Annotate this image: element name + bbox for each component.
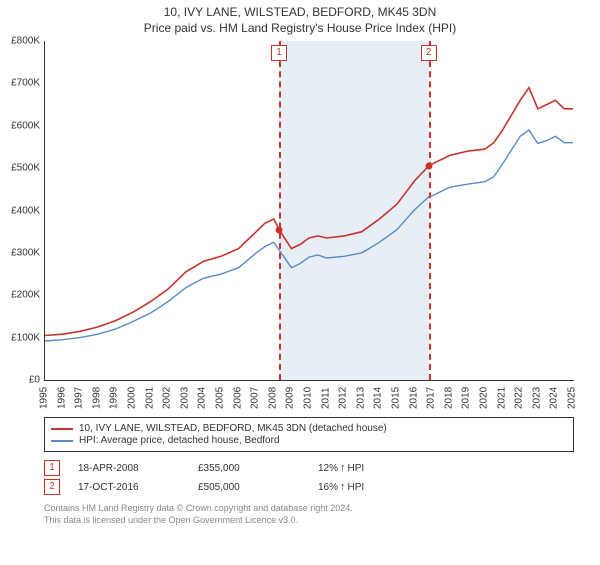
sale-vline [429, 41, 431, 380]
sale-trend-pct: 16% [318, 482, 338, 493]
sale-trend-label: HPI [348, 482, 365, 493]
x-tick-label: 2016 [408, 387, 419, 409]
x-tick-label: 1997 [74, 387, 85, 409]
x-tick-label: 2024 [549, 387, 560, 409]
x-tick-label: 1999 [109, 387, 120, 409]
sale-index-box: 1 [44, 460, 60, 476]
legend-item: HPI: Average price, detached house, Bedf… [51, 435, 567, 446]
x-tick-label: 1998 [91, 387, 102, 409]
x-tick-label: 2002 [162, 387, 173, 409]
x-axis: 1995199619971998199920002001200220032004… [44, 381, 574, 421]
footnote-line: Contains HM Land Registry data © Crown c… [44, 503, 574, 515]
x-tick-label: 2007 [250, 387, 261, 409]
legend-label: 10, IVY LANE, WILSTEAD, BEDFORD, MK45 3D… [79, 423, 387, 434]
sale-price: £505,000 [198, 482, 318, 493]
plot-area: 12 [44, 41, 574, 381]
arrow-up-icon: ↑ [340, 481, 346, 493]
x-tick-label: 2013 [355, 387, 366, 409]
sale-marker: 2 [421, 45, 437, 61]
x-tick-label: 2025 [567, 387, 578, 409]
y-tick-label: £700K [0, 78, 40, 89]
y-tick-label: £200K [0, 290, 40, 301]
arrow-up-icon: ↑ [340, 462, 346, 474]
x-tick-label: 2009 [285, 387, 296, 409]
x-tick-label: 2014 [373, 387, 384, 409]
series-line [45, 130, 573, 341]
legend-item: 10, IVY LANE, WILSTEAD, BEDFORD, MK45 3D… [51, 423, 567, 434]
chart-lines [45, 41, 573, 380]
sale-trend: 12%↑HPI [318, 462, 364, 474]
x-tick-label: 2020 [479, 387, 490, 409]
x-tick-label: 2022 [514, 387, 525, 409]
x-tick-label: 2017 [426, 387, 437, 409]
x-tick-label: 2005 [215, 387, 226, 409]
sale-date: 18-APR-2008 [78, 463, 198, 474]
x-tick-label: 2015 [391, 387, 402, 409]
x-tick-label: 2010 [303, 387, 314, 409]
y-tick-label: £0 [0, 375, 40, 386]
x-tick-label: 2006 [232, 387, 243, 409]
chart-subtitle: Price paid vs. HM Land Registry's House … [0, 21, 600, 35]
y-tick-label: £300K [0, 247, 40, 258]
sale-dot [276, 226, 283, 233]
y-tick-label: £500K [0, 163, 40, 174]
legend: 10, IVY LANE, WILSTEAD, BEDFORD, MK45 3D… [44, 417, 574, 452]
footnote-line: This data is licensed under the Open Gov… [44, 515, 574, 527]
x-tick-label: 2011 [320, 387, 331, 409]
x-tick-label: 2008 [267, 387, 278, 409]
sale-price: £355,000 [198, 463, 318, 474]
chart-title: 10, IVY LANE, WILSTEAD, BEDFORD, MK45 3D… [0, 5, 600, 19]
y-axis: £0£100K£200K£300K£400K£500K£600K£700K£80… [0, 41, 40, 411]
sale-row: 2 17-OCT-2016£505,00016%↑HPI [44, 479, 574, 495]
legend-swatch [51, 440, 73, 442]
x-tick-label: 2018 [443, 387, 454, 409]
x-tick-label: 2001 [144, 387, 155, 409]
x-tick-label: 2021 [496, 387, 507, 409]
legend-label: HPI: Average price, detached house, Bedf… [79, 435, 280, 446]
sale-trend-pct: 12% [318, 463, 338, 474]
x-tick-label: 2004 [197, 387, 208, 409]
y-tick-label: £100K [0, 332, 40, 343]
y-tick-label: £600K [0, 120, 40, 131]
x-tick-label: 2012 [338, 387, 349, 409]
sale-date: 17-OCT-2016 [78, 482, 198, 493]
sale-marker: 1 [271, 45, 287, 61]
sale-index-box: 2 [44, 479, 60, 495]
y-tick-label: £800K [0, 36, 40, 47]
y-tick-label: £400K [0, 205, 40, 216]
x-tick-label: 2000 [127, 387, 138, 409]
x-tick-label: 1996 [56, 387, 67, 409]
sale-trend-label: HPI [348, 463, 365, 474]
x-tick-label: 2023 [531, 387, 542, 409]
chart-area: £0£100K£200K£300K£400K£500K£600K£700K£80… [44, 41, 600, 411]
x-tick-label: 2019 [461, 387, 472, 409]
sale-trend: 16%↑HPI [318, 481, 364, 493]
sale-dot [425, 163, 432, 170]
footnote: Contains HM Land Registry data © Crown c… [44, 503, 574, 526]
sale-row: 1 18-APR-2008£355,00012%↑HPI [44, 460, 574, 476]
legend-swatch [51, 428, 73, 430]
series-line [45, 88, 573, 336]
sale-vline [279, 41, 281, 380]
x-tick-label: 2003 [179, 387, 190, 409]
x-tick-label: 1995 [39, 387, 50, 409]
sales-list: 1 18-APR-2008£355,00012%↑HPI 2 17-OCT-2016£… [44, 460, 574, 495]
